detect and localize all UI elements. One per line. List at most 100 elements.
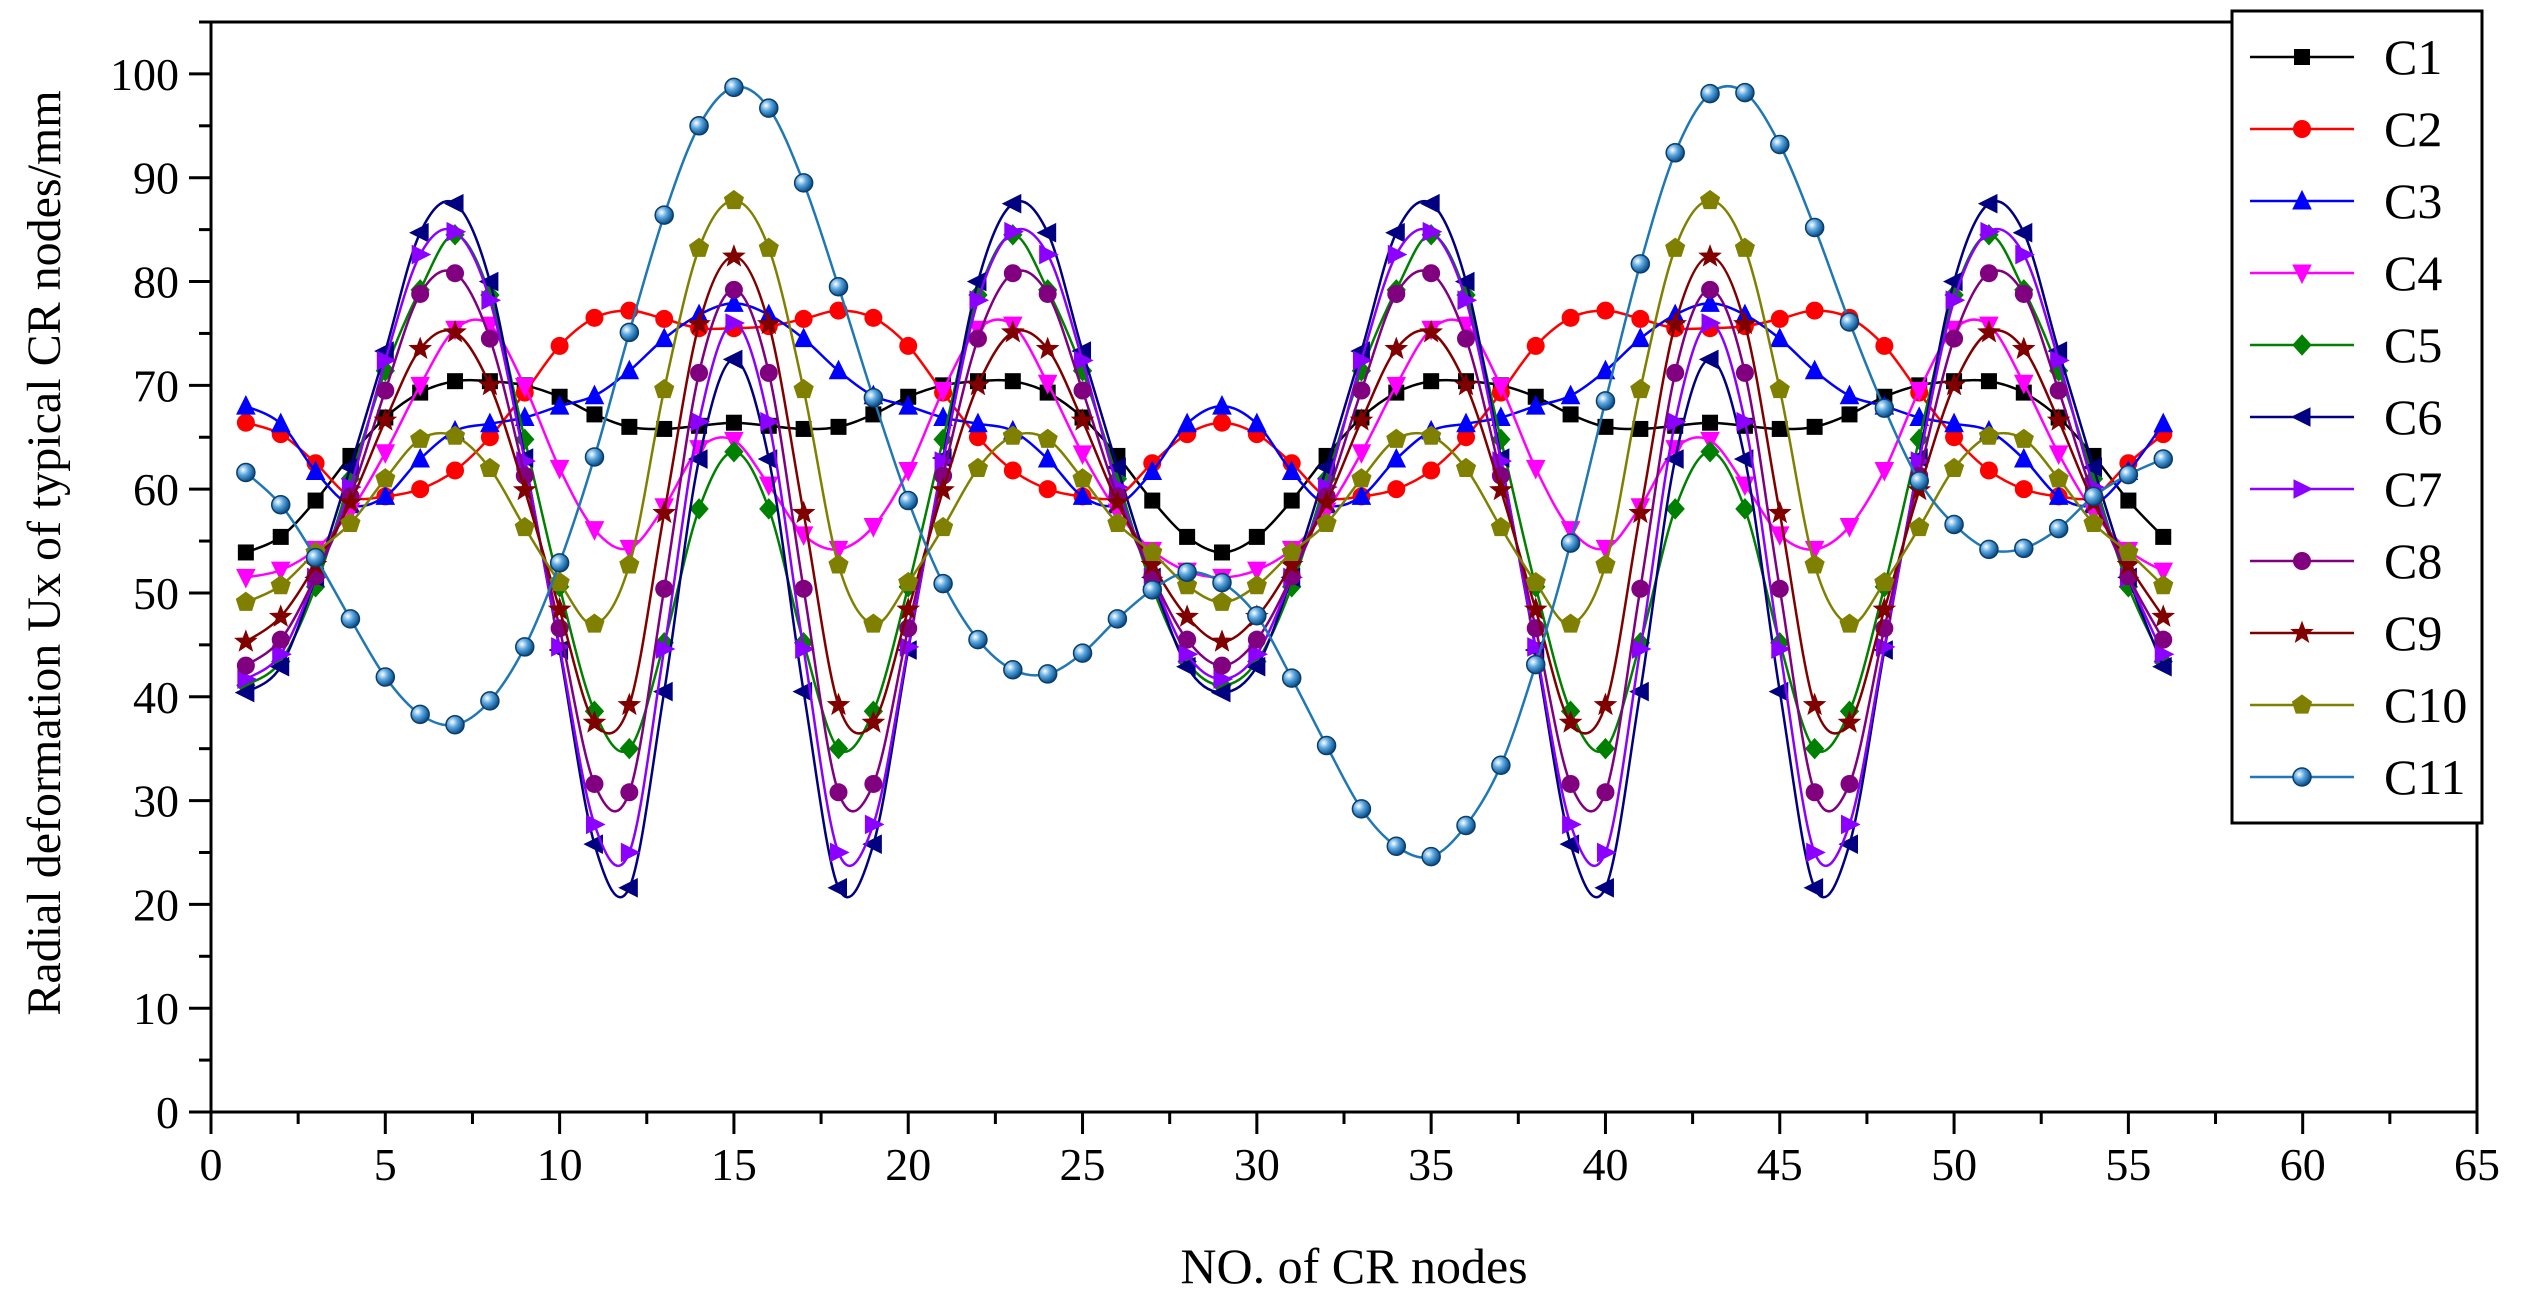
data-point-c1	[1806, 418, 1823, 435]
data-point-c7	[411, 244, 432, 265]
data-point-c3	[1560, 384, 1581, 405]
data-point-c1	[1597, 418, 1614, 435]
data-point-c4	[898, 461, 919, 482]
data-point-c8	[1701, 280, 1720, 299]
data-point-c2	[899, 336, 918, 355]
data-point-c8	[1561, 774, 1580, 793]
data-point-c10	[340, 512, 361, 532]
data-point-c4	[1351, 444, 1372, 464]
data-point-c6	[1385, 222, 1405, 243]
data-point-c10	[932, 516, 954, 537]
data-point-c7	[1248, 644, 1268, 665]
data-point-c5	[1735, 498, 1755, 520]
legend-label: C11	[2384, 749, 2466, 805]
y-tick-label: 10	[133, 983, 179, 1034]
data-point-c5	[1700, 441, 1720, 463]
data-point-c10	[1246, 575, 1267, 595]
data-point-c9	[338, 490, 363, 513]
series-line-c7	[245, 227, 2165, 868]
data-point-c8	[1596, 783, 1615, 802]
data-point-c1	[1283, 492, 1300, 509]
data-point-c4	[410, 376, 430, 397]
data-point-c10	[1909, 516, 1930, 537]
data-point-c10	[1560, 613, 1581, 633]
data-point-c11	[410, 704, 430, 725]
data-point-c7	[376, 350, 397, 371]
series-c7	[237, 221, 2175, 868]
data-point-c9	[512, 477, 537, 501]
data-point-c9	[1698, 244, 1722, 267]
data-point-c7	[1004, 221, 1024, 242]
data-point-c2	[829, 301, 848, 320]
data-point-c2	[550, 336, 569, 355]
data-point-c2	[2014, 480, 2033, 499]
data-point-c6	[409, 222, 429, 243]
data-point-c2	[1422, 461, 1441, 480]
data-point-c10	[1211, 591, 1233, 611]
data-point-c10	[514, 516, 535, 537]
data-point-c3	[1700, 292, 1720, 312]
data-point-c7	[1596, 842, 1617, 863]
data-point-c9	[2046, 408, 2071, 431]
data-point-c9	[896, 597, 921, 620]
legend-marker	[2294, 49, 2310, 65]
data-point-c10	[1978, 425, 2000, 445]
data-point-c3	[619, 359, 640, 380]
data-point-c8	[1457, 329, 1476, 348]
data-point-c8	[376, 381, 395, 400]
data-point-c8	[271, 630, 290, 649]
data-point-c2	[585, 308, 604, 327]
data-point-c8	[2154, 630, 2173, 649]
data-point-c7	[446, 221, 467, 242]
data-point-c3	[724, 292, 744, 312]
legend-label: C3	[2384, 173, 2442, 229]
data-point-c11	[1595, 391, 1616, 411]
legend-entry-c8: C8	[2250, 533, 2442, 589]
data-point-c8	[446, 264, 465, 283]
data-point-c7	[864, 814, 885, 835]
data-point-c4	[1525, 459, 1546, 480]
data-point-c7	[2015, 244, 2035, 265]
data-point-c3	[1142, 460, 1163, 480]
axes: 0 5 10 15 20 25 30 35 40 45 50 55 60 65 0 10 20 30 40 50 60 7…	[110, 20, 2500, 1190]
data-point-c4	[375, 444, 396, 464]
data-point-c9	[1523, 597, 1548, 620]
data-point-c3	[1456, 412, 1476, 433]
x-tick-label: 60	[2280, 1139, 2326, 1190]
legend-entry-c5: C5	[2250, 317, 2442, 373]
data-point-c7	[1980, 221, 2001, 242]
data-point-c8	[794, 579, 813, 598]
data-point-c8	[655, 579, 674, 598]
data-point-c3	[584, 384, 605, 405]
data-point-c8	[620, 783, 639, 802]
x-tick-label: 65	[2454, 1139, 2500, 1190]
data-point-c6	[2082, 457, 2103, 478]
data-point-c11	[1944, 514, 1964, 535]
data-point-c3	[1351, 485, 1372, 505]
data-point-c3	[410, 447, 430, 468]
data-point-c10	[2118, 541, 2139, 562]
data-point-c6	[1001, 193, 1022, 214]
data-point-c8	[1491, 466, 1510, 485]
data-point-c3	[1944, 412, 1964, 433]
data-point-c9	[1767, 500, 1792, 524]
data-point-c10	[1316, 512, 1337, 532]
data-point-c11	[1316, 735, 1337, 756]
data-point-c11	[759, 98, 779, 118]
data-point-c10	[1455, 457, 1477, 477]
data-point-c11	[1421, 846, 1441, 867]
data-point-c8	[1770, 579, 1789, 598]
data-point-c11	[863, 388, 884, 408]
data-point-c8	[864, 774, 883, 793]
data-point-c6	[1838, 834, 1858, 854]
legend: C1 C2 C3 C4 C5 C6 C7 C8 C9 C10 C11	[2230, 9, 2484, 825]
data-point-c8	[1352, 381, 1371, 400]
data-point-c6	[1803, 877, 1824, 898]
data-point-c8	[1840, 774, 1859, 793]
data-point-c11	[1700, 83, 1720, 104]
data-point-c6	[1594, 877, 1614, 898]
data-point-c1	[1179, 528, 1196, 545]
data-point-c9	[1837, 710, 1862, 733]
legend-marker	[2292, 334, 2312, 356]
